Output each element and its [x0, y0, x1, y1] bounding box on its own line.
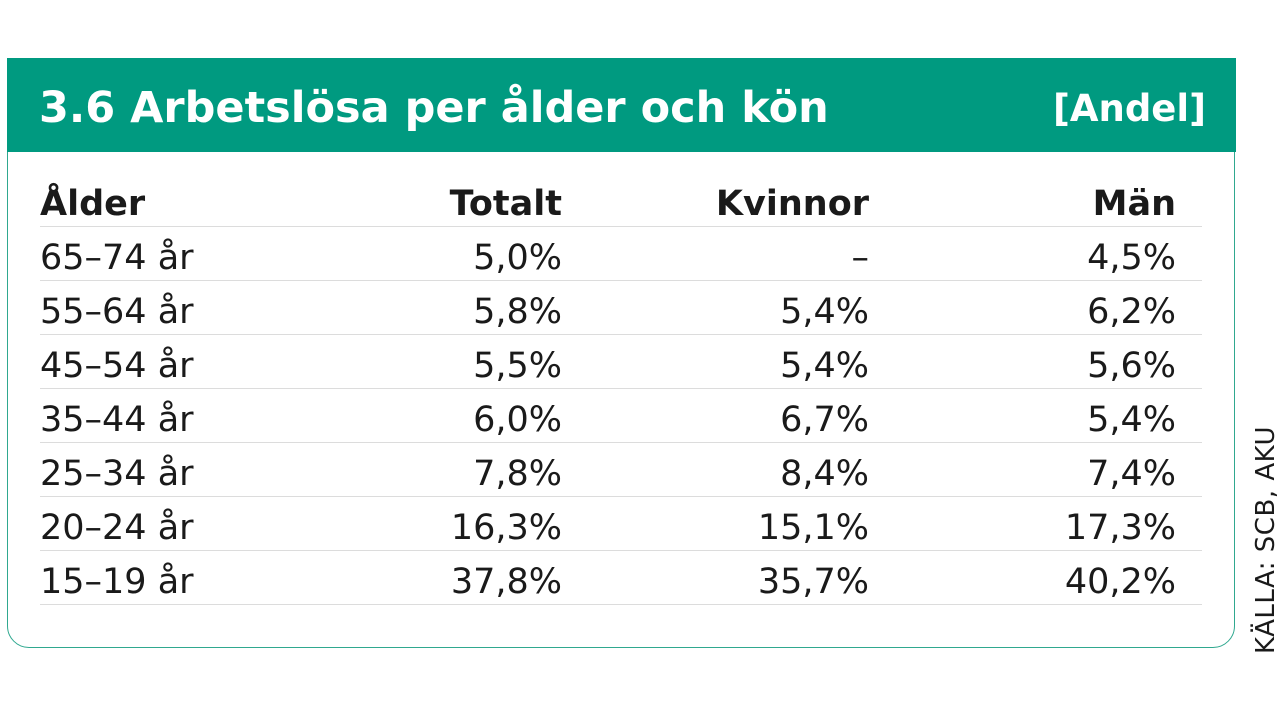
cell-men: 7,4%	[1087, 454, 1176, 494]
column-header-age: Ålder	[40, 184, 146, 224]
cell-men: 6,2%	[1087, 292, 1176, 332]
cell-men: 5,6%	[1087, 346, 1176, 386]
cell-age: 65–74 år	[40, 238, 194, 278]
cell-age: 15–19 år	[40, 562, 194, 602]
cell-age: 45–54 år	[40, 346, 194, 386]
table-header-row: Ålder Totalt Kvinnor Män	[40, 173, 1202, 227]
cell-total: 6,0%	[473, 400, 562, 440]
cell-age: 20–24 år	[40, 508, 194, 548]
cell-men: 5,4%	[1087, 400, 1176, 440]
cell-women: –	[851, 238, 870, 278]
cell-total: 7,8%	[473, 454, 562, 494]
cell-men: 17,3%	[1064, 508, 1176, 548]
table-row: 65–74 år 5,0% – 4,5%	[40, 227, 1202, 281]
source-credit: KÄLLA: SCB, AKU	[1251, 426, 1280, 654]
table-row: 20–24 år 16,3% 15,1% 17,3%	[40, 497, 1202, 551]
column-header-total: Totalt	[449, 184, 562, 224]
cell-age: 25–34 år	[40, 454, 194, 494]
cell-total: 5,0%	[473, 238, 562, 278]
table-title: 3.6 Arbetslösa per ålder och kön	[39, 83, 829, 133]
cell-total: 5,5%	[473, 346, 562, 386]
cell-women: 6,7%	[780, 400, 869, 440]
table-row: 35–44 år 6,0% 6,7% 5,4%	[40, 389, 1202, 443]
cell-total: 5,8%	[473, 292, 562, 332]
cell-age: 55–64 år	[40, 292, 194, 332]
cell-women: 5,4%	[780, 292, 869, 332]
table-card	[7, 58, 1235, 648]
table-unit: [Andel]	[1052, 87, 1206, 130]
cell-total: 37,8%	[450, 562, 562, 602]
cell-total: 16,3%	[450, 508, 562, 548]
cell-women: 35,7%	[757, 562, 869, 602]
data-table: Ålder Totalt Kvinnor Män 65–74 år 5,0% –…	[40, 173, 1202, 605]
column-header-men: Män	[1092, 184, 1176, 224]
cell-age: 35–44 år	[40, 400, 194, 440]
table-row: 15–19 år 37,8% 35,7% 40,2%	[40, 551, 1202, 605]
cell-women: 5,4%	[780, 346, 869, 386]
cell-men: 40,2%	[1064, 562, 1176, 602]
cell-women: 8,4%	[780, 454, 869, 494]
table-row: 45–54 år 5,5% 5,4% 5,6%	[40, 335, 1202, 389]
table-row: 25–34 år 7,8% 8,4% 7,4%	[40, 443, 1202, 497]
column-header-women: Kvinnor	[715, 184, 869, 224]
table-row: 55–64 år 5,8% 5,4% 6,2%	[40, 281, 1202, 335]
cell-men: 4,5%	[1087, 238, 1176, 278]
cell-women: 15,1%	[757, 508, 869, 548]
table-header-bar: 3.6 Arbetslösa per ålder och kön [Andel]	[7, 58, 1236, 152]
